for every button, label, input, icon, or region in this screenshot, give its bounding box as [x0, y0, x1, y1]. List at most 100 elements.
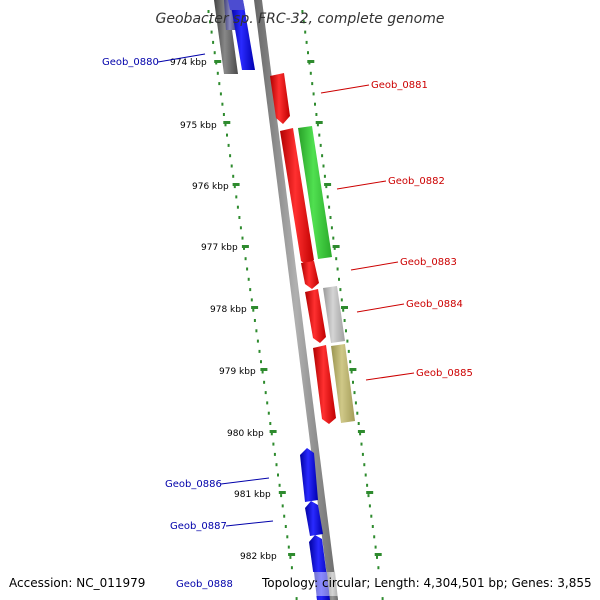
scale-track-right-dot [367, 494, 370, 498]
scale-track-right-dot [323, 174, 326, 178]
scale-track-left-dot [267, 411, 270, 415]
gene-label-Geob_0881[interactable]: Geob_0881 [371, 80, 428, 91]
scale-track-left-dot [230, 164, 233, 168]
gene-Geob_0881-feature[interactable] [270, 73, 290, 124]
scale-track-left-dot [244, 257, 247, 261]
footer-background [0, 572, 600, 596]
scale-track-right-dot [376, 555, 378, 559]
gene-label-Geob_0885[interactable]: Geob_0885 [416, 368, 473, 379]
scale-track-left-dot [212, 40, 215, 44]
label-line-Geob_0881 [320, 84, 370, 94]
scale-track-left-dot [283, 514, 286, 518]
scale-track-right-dot [359, 432, 362, 436]
scale-track-right-dot [364, 473, 367, 477]
scale-track-left-dot [253, 319, 256, 322]
gene-Geob_0884-feature[interactable] [323, 286, 345, 343]
scale-track-right-dot [319, 143, 322, 147]
tick-label-982kbp: 982 kbp [240, 552, 277, 562]
reverse-strand-feature-top[interactable] [230, 0, 255, 70]
major-tick-left [223, 121, 231, 124]
scale-track-left-dot [213, 51, 216, 55]
label-line-Geob_0882 [336, 180, 387, 190]
scale-track-right-dot [321, 154, 324, 158]
scale-track-left-dot [209, 20, 211, 24]
forward-gene-block-b[interactable] [305, 289, 326, 343]
scale-track-left-dot [246, 267, 249, 271]
gene-Geob_0882-feature[interactable] [298, 126, 332, 259]
major-tick-left [269, 430, 277, 433]
scale-track-left-dot [278, 483, 281, 487]
chromosome-backbone [254, 0, 338, 600]
scale-track-right-dot [366, 483, 369, 487]
gene-label-Geob_0884[interactable]: Geob_0884 [406, 299, 463, 310]
major-tick-right [349, 368, 357, 371]
scale-track-right-dot [328, 205, 331, 209]
scale-track-right-dot [373, 535, 376, 539]
major-tick-right [332, 245, 340, 248]
major-tick-right [315, 121, 323, 124]
tick-label-981kbp: 981 kbp [234, 490, 271, 500]
scale-track-left-dot [236, 205, 239, 209]
scale-track-left-dot [238, 216, 241, 219]
scale-track-left-dot [287, 545, 290, 549]
scale-track-left-dot [249, 288, 252, 292]
gene-label-Geob_0886[interactable]: Geob_0886 [165, 479, 222, 490]
scale-track-left-dot [247, 277, 250, 281]
scale-track-right-dot [354, 401, 357, 405]
scale-track-left-dot [263, 380, 266, 384]
scale-track-right-dot [338, 277, 340, 281]
gene-Geob_0887-feature[interactable] [305, 501, 323, 536]
scale-track-right-dot [374, 545, 377, 549]
major-tick-right [357, 430, 365, 433]
major-tick-right [374, 553, 382, 556]
gene-label-Geob_0883[interactable]: Geob_0883 [400, 257, 457, 268]
genome-summary-text: Topology: circular; Length: 4,304,501 bp… [261, 576, 592, 590]
scale-track-left-dot [227, 143, 230, 147]
scale-track-right-dot [322, 164, 325, 168]
scale-track-left-dot [256, 339, 259, 343]
scale-track-right-dot [352, 380, 354, 384]
scale-track-right-dot [305, 40, 308, 44]
scale-track-right-dot [361, 452, 364, 456]
gene-Geob_0885-feature[interactable] [331, 344, 355, 423]
scale-track-right-dot [318, 133, 321, 137]
major-tick-left [288, 553, 296, 556]
scale-track-left-dot [239, 226, 242, 230]
scale-track-right-dot [326, 195, 329, 199]
scale-track-right-dot [302, 20, 305, 24]
scale-track-right-dot [325, 185, 328, 189]
tick-label-977kbp: 977 kbp [201, 243, 238, 253]
forward-gene-block-c[interactable] [313, 345, 336, 424]
scale-track-left-dot [289, 555, 292, 559]
scale-track-left-dot [277, 473, 279, 477]
scale-track-right-dot [342, 308, 345, 312]
scale-track-right-dot [346, 339, 349, 343]
scale-track-right-dot [307, 51, 309, 55]
scale-track-left-dot [261, 370, 264, 374]
scale-track-left-dot [229, 154, 232, 158]
scale-track-left-dot [216, 71, 219, 75]
scale-track-right-dot [301, 10, 304, 13]
major-tick-right [366, 491, 374, 494]
gene-label-Geob_0880[interactable]: Geob_0880 [102, 57, 159, 68]
gene-label-Geob_0888[interactable]: Geob_0888 [176, 579, 233, 590]
tick-label-978kbp: 978 kbp [210, 305, 247, 315]
scale-track-right-dot [336, 267, 339, 271]
scale-track-right-dot [370, 514, 373, 518]
scale-track-right-dot [377, 566, 380, 570]
gene-Geob_0880-feature[interactable] [214, 0, 238, 74]
scale-track-right-dot [329, 216, 332, 219]
tick-label-974kbp: 974 kbp [170, 58, 207, 68]
scale-track-left-dot [284, 525, 287, 528]
major-tick-right [307, 60, 315, 63]
scale-track-left-dot [275, 463, 278, 467]
gene-label-Geob_0887[interactable]: Geob_0887 [170, 521, 227, 532]
scale-track-right-dot [356, 411, 359, 415]
scale-track-right-dot [345, 329, 347, 333]
gene-Geob_0886-feature[interactable] [300, 448, 318, 502]
gene-label-Geob_0882[interactable]: Geob_0882 [388, 176, 445, 187]
gene-Geob_0883-feature[interactable] [301, 261, 319, 289]
forward-gene-block-a[interactable] [280, 128, 314, 266]
scale-track-left-dot [243, 246, 245, 250]
